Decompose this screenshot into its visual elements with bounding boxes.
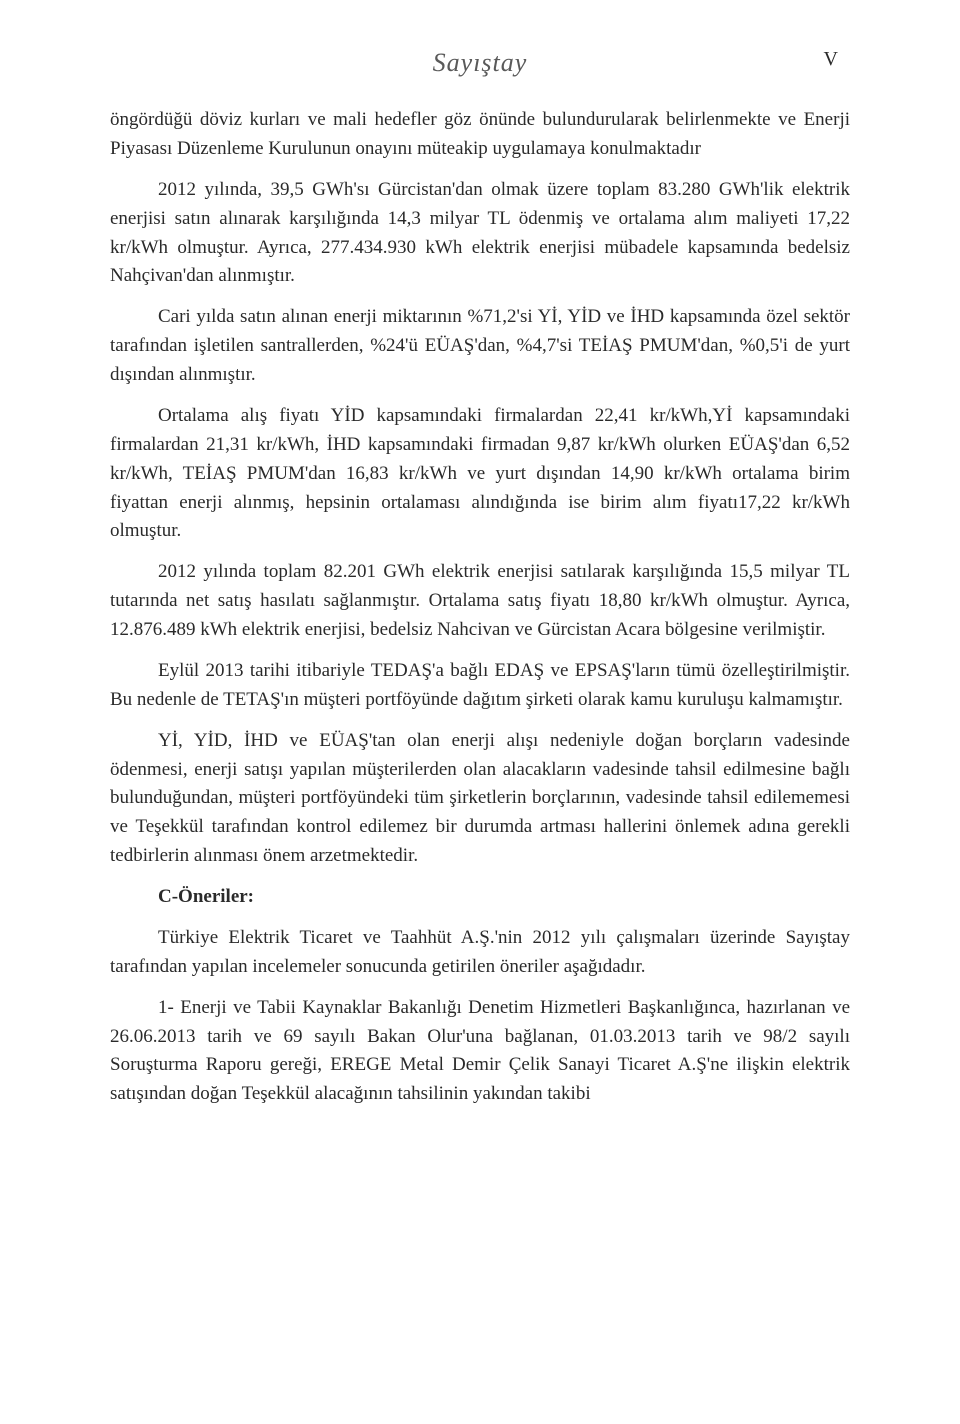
page-number: V	[824, 48, 838, 71]
body-paragraph-5: 2012 yılında toplam 82.201 GWh elektrik …	[110, 558, 850, 645]
page-header-title: Sayıştay	[110, 48, 850, 78]
body-paragraph-9: 1- Enerji ve Tabii Kaynaklar Bakanlığı D…	[110, 994, 850, 1110]
section-heading-c: C-Öneriler:	[110, 883, 850, 912]
body-paragraph-7: Yİ, YİD, İHD ve EÜAŞ'tan olan enerji alı…	[110, 727, 850, 871]
body-paragraph-3: Cari yılda satın alınan enerji miktarını…	[110, 303, 850, 390]
body-paragraph-1: öngördüğü döviz kurları ve mali hedefler…	[110, 106, 850, 164]
section-heading-c-label: C-Öneriler:	[158, 886, 254, 907]
body-paragraph-6: Eylül 2013 tarihi itibariyle TEDAŞ'a bağ…	[110, 657, 850, 715]
body-paragraph-2: 2012 yılında, 39,5 GWh'sı Gürcistan'dan …	[110, 176, 850, 292]
document-page: V Sayıştay öngördüğü döviz kurları ve ma…	[0, 0, 960, 1424]
body-paragraph-8: Türkiye Elektrik Ticaret ve Taahhüt A.Ş.…	[110, 924, 850, 982]
body-paragraph-4: Ortalama alış fiyatı YİD kapsamındaki fi…	[110, 402, 850, 546]
